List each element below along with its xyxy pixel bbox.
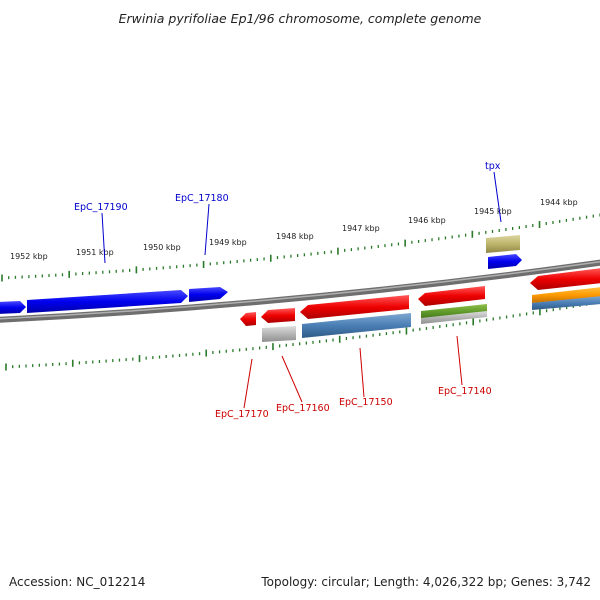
gene-feature[interactable] xyxy=(532,287,600,303)
gene-arrow-EpC_17170[interactable] xyxy=(240,312,256,326)
scale-label: 1946 kbp xyxy=(408,216,446,225)
gene-arrow[interactable] xyxy=(530,268,600,290)
scale-label: 1944 kbp xyxy=(540,198,578,207)
scale-label: 1948 kbp xyxy=(276,232,314,241)
gene-label-tpx[interactable]: tpx xyxy=(485,161,501,172)
gene-arrow-EpC_17150[interactable] xyxy=(300,295,409,319)
gene-arrow-EpC_17140[interactable] xyxy=(418,286,485,306)
gene-labels: EpC_17190 EpC_17180 tpx EpC_17170 EpC_17… xyxy=(74,161,501,420)
gene-feature-EpC_17160[interactable] xyxy=(262,326,296,342)
scale-labels: 1952 kbp 1951 kbp 1950 kbp 1949 kbp 1948… xyxy=(10,198,578,261)
gene-arrow-tpx[interactable] xyxy=(488,254,522,269)
map-title: Erwinia pyrifoliae Ep1/96 chromosome, co… xyxy=(119,11,482,26)
gene-feature-tpx[interactable] xyxy=(486,235,520,253)
gene-arrow-EpC_17190[interactable] xyxy=(27,290,188,313)
scale-label: 1947 kbp xyxy=(342,224,380,233)
gene-arrow[interactable] xyxy=(0,301,26,314)
gene-feature-EpC_17140[interactable] xyxy=(421,304,487,320)
scale-label: 1951 kbp xyxy=(76,248,114,257)
gene-arrow-EpC_17160[interactable] xyxy=(261,308,295,323)
gene-label-EpC_17170[interactable]: EpC_17170 xyxy=(215,409,269,420)
gene-label-EpC_17160[interactable]: EpC_17160 xyxy=(276,403,330,414)
scale-label: 1950 kbp xyxy=(143,243,181,252)
accession-label: Accession: NC_012214 xyxy=(9,575,145,589)
scale-label: 1945 kbp xyxy=(474,207,512,216)
gene-label-EpC_17180[interactable]: EpC_17180 xyxy=(175,193,229,204)
label-leaders xyxy=(101,171,502,409)
outer-tick-track xyxy=(1,213,600,282)
genome-stats: Topology: circular; Length: 4,026,322 bp… xyxy=(260,575,591,589)
scale-label: 1952 kbp xyxy=(10,252,48,261)
gene-feature-EpC_17150[interactable] xyxy=(302,313,411,338)
gene-label-EpC_17150[interactable]: EpC_17150 xyxy=(339,397,393,408)
scale-label: 1949 kbp xyxy=(209,238,247,247)
gene-label-EpC_17190[interactable]: EpC_17190 xyxy=(74,202,128,213)
gene-feature[interactable] xyxy=(532,296,600,310)
forward-genes xyxy=(0,235,522,314)
reverse-genes xyxy=(240,268,600,342)
gene-arrow-EpC_17180[interactable] xyxy=(189,287,228,302)
gene-label-EpC_17140[interactable]: EpC_17140 xyxy=(438,386,492,397)
chromosome-backbone xyxy=(0,259,600,323)
